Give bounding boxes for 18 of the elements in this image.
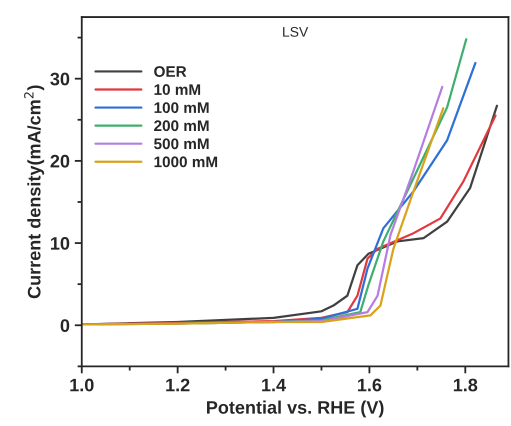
x-axis-title: Potential vs. RHE (V) <box>207 400 384 418</box>
x-tick-label: 1.6 <box>358 378 382 392</box>
y-tick-label: 10 <box>51 237 70 250</box>
x-tick-label: 1.8 <box>454 378 478 392</box>
x-tick-label: 1.4 <box>262 378 286 392</box>
legend-label: OER <box>154 66 186 77</box>
y-tick-label: 30 <box>50 72 70 86</box>
legend-label: 100 mM <box>154 102 209 114</box>
legend-label: 1000 mM <box>154 156 218 168</box>
x-tick-label: 1.2 <box>166 378 190 392</box>
y-tick-label: 0 <box>60 319 70 332</box>
legend-label: 500 mM <box>154 138 209 150</box>
legend-label: 10 mM <box>154 84 200 96</box>
legend-label: 200 mM <box>154 120 209 132</box>
y-axis-title: Current density(mA/cm$^{2}$) <box>24 85 44 298</box>
x-tick-label: 1.0 <box>70 378 94 392</box>
text: LSV <box>283 26 308 37</box>
y-tick-label: 20 <box>50 154 70 168</box>
